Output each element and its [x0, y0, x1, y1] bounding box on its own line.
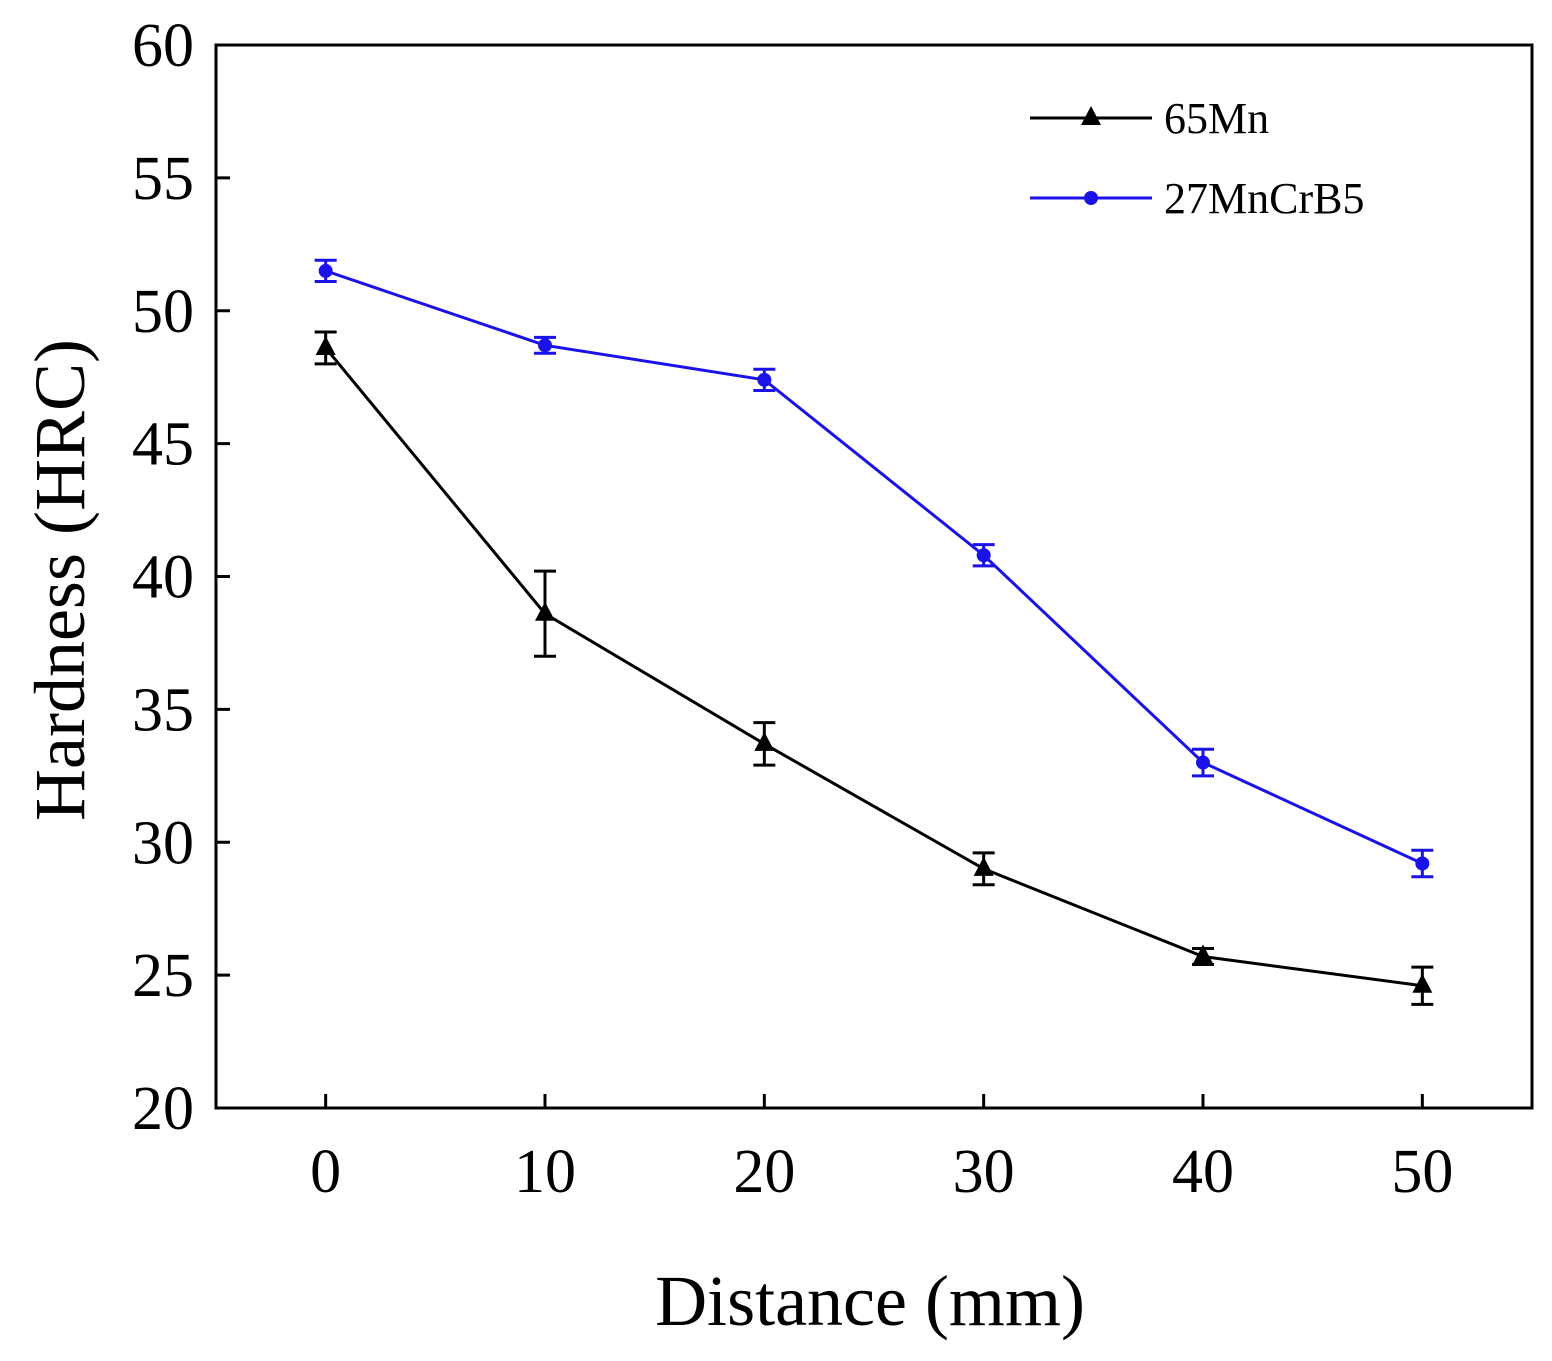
data-point — [976, 548, 991, 563]
data-point — [973, 856, 994, 876]
data-point — [1412, 973, 1433, 993]
data-point — [754, 731, 775, 751]
y-axis: 20 25 30 35 40 45 50 55 60 — [132, 12, 230, 1143]
data-point — [318, 263, 333, 278]
y-tick-label: 25 — [132, 942, 194, 1010]
x-tick-label: 20 — [733, 1138, 795, 1206]
y-tick-label: 60 — [132, 12, 194, 80]
legend-marker — [1081, 106, 1101, 125]
y-tick-label: 40 — [132, 544, 194, 612]
y-axis-title: Hardness (HRC) — [20, 339, 100, 821]
x-tick-label: 40 — [1172, 1138, 1234, 1206]
x-axis: 0 10 20 30 40 50 — [310, 1094, 1453, 1206]
y-tick-label: 30 — [132, 809, 194, 877]
legend-marker — [1084, 191, 1098, 205]
data-point — [315, 335, 336, 355]
series-65mn — [314, 330, 1434, 1006]
y-tick-label: 20 — [132, 1075, 194, 1143]
legend-item-27mncrb5: 27MnCrB5 — [1030, 174, 1364, 223]
x-tick-label: 30 — [953, 1138, 1015, 1206]
x-tick-label: 10 — [514, 1138, 576, 1206]
x-axis-title: Distance (mm) — [655, 1261, 1085, 1341]
data-point — [535, 601, 555, 621]
y-tick-label: 45 — [132, 411, 194, 479]
legend-item-65mn: 65Mn — [1030, 94, 1269, 143]
x-tick-label: 0 — [310, 1138, 341, 1206]
y-tick-label: 50 — [132, 278, 194, 346]
data-point — [1193, 944, 1213, 964]
legend: 65Mn 27MnCrB5 — [1030, 94, 1364, 223]
series-line — [324, 347, 1423, 988]
y-tick-label: 55 — [132, 145, 194, 213]
data-point — [1415, 856, 1430, 871]
series-line — [325, 269, 1423, 865]
legend-label: 65Mn — [1164, 94, 1269, 143]
y-tick-label: 35 — [132, 676, 194, 744]
legend-label: 27MnCrB5 — [1164, 174, 1364, 223]
data-point — [757, 372, 772, 387]
x-tick-label: 50 — [1391, 1138, 1453, 1206]
data-point — [1196, 755, 1210, 770]
series-27mncrb5 — [314, 258, 1434, 879]
series-layer — [314, 258, 1434, 1006]
data-point — [538, 338, 552, 353]
